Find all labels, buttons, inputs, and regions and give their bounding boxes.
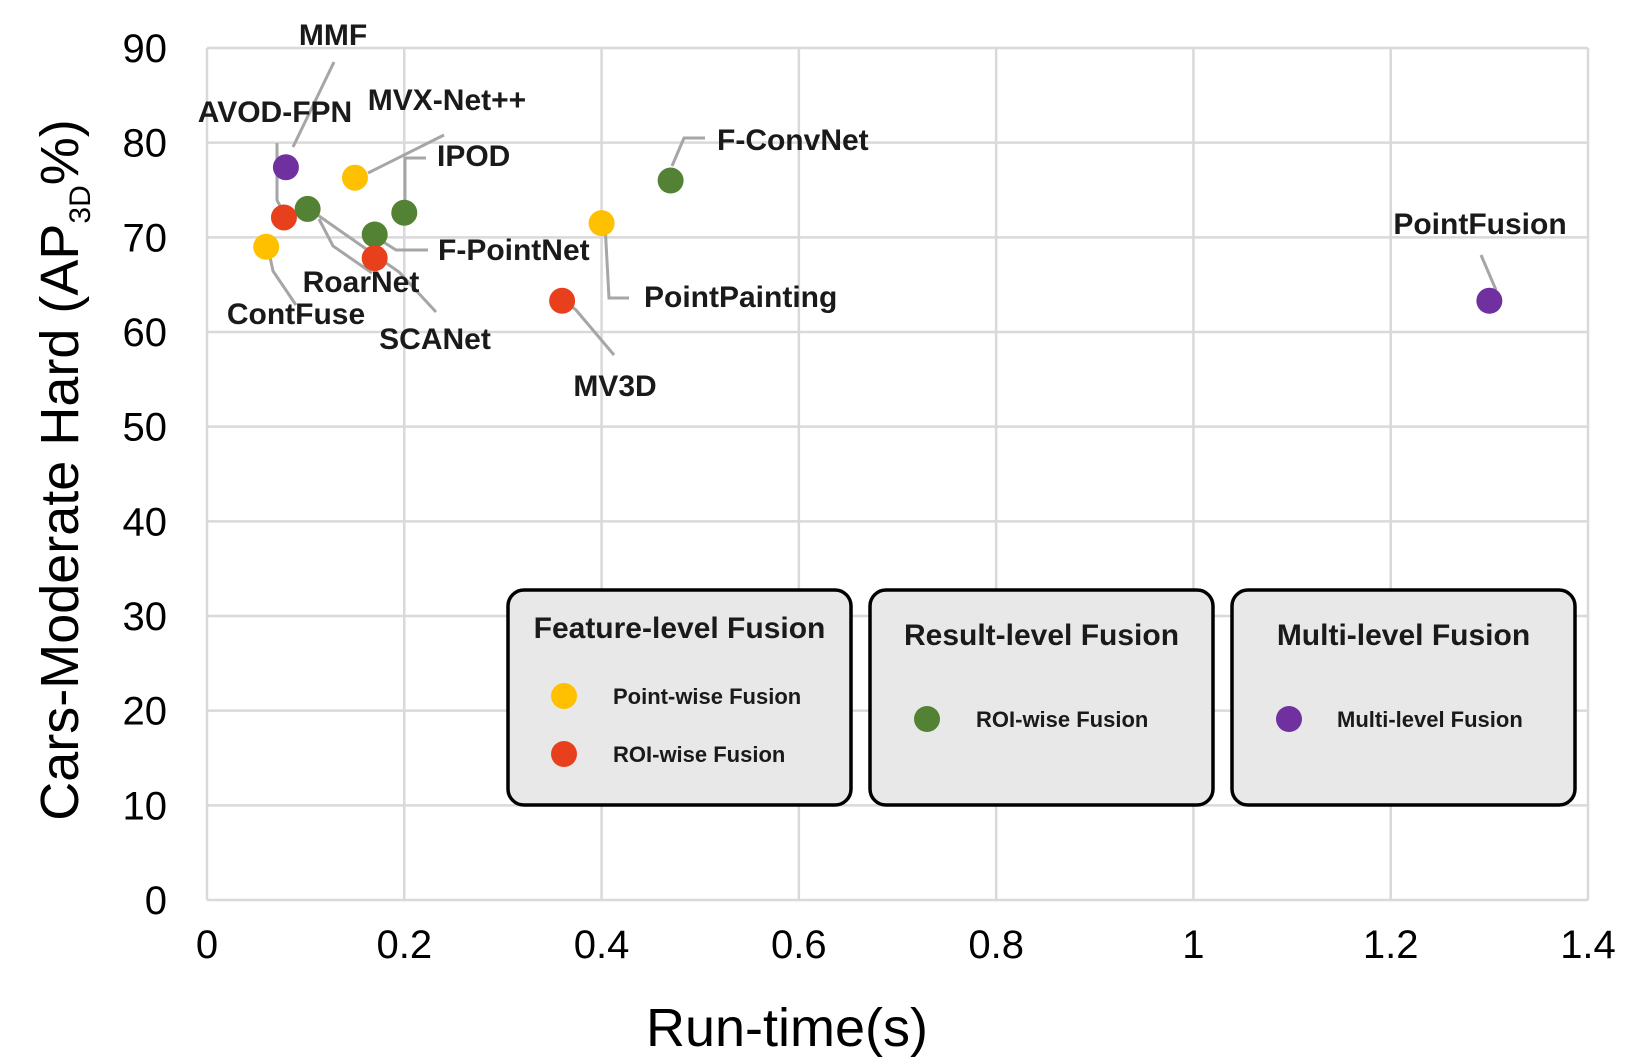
leader-line bbox=[603, 223, 629, 300]
data-point bbox=[253, 233, 280, 260]
point-label: MVX-Net++ bbox=[368, 84, 526, 117]
legend-box bbox=[1230, 588, 1577, 807]
point-label: F-ConvNet bbox=[717, 124, 869, 157]
x-axis-title: Run-time(s) bbox=[646, 998, 928, 1058]
y-axis-title: Cars-Moderate Hard (AP3D%) bbox=[30, 119, 97, 821]
x-tick-label: 0.2 bbox=[376, 923, 432, 967]
leader-line bbox=[1479, 254, 1498, 291]
x-tick-label: 0.6 bbox=[771, 923, 827, 967]
y-axis-title-main: Cars-Moderate Hard (AP bbox=[30, 224, 90, 821]
legend-item-label: Point-wise Fusion bbox=[613, 684, 801, 709]
y-tick-label: 60 bbox=[123, 311, 168, 355]
x-tick-label: 0.8 bbox=[968, 923, 1024, 967]
legend-item-label: ROI-wise Fusion bbox=[613, 742, 785, 767]
point-label: RoarNet bbox=[303, 266, 420, 299]
point-labels: MMF AVOD-FPN MVX-Net++ IPOD F-ConvNet F-Point… bbox=[198, 19, 1567, 403]
y-axis-title-subscript: 3D bbox=[64, 185, 97, 223]
leader-line bbox=[367, 133, 445, 175]
leader-line bbox=[565, 300, 616, 356]
legend-item-label: Multi-level Fusion bbox=[1337, 707, 1523, 732]
data-point bbox=[270, 204, 297, 231]
point-label: ContFuse bbox=[227, 298, 365, 331]
x-tick-label: 0 bbox=[196, 923, 218, 967]
y-tick-label: 40 bbox=[123, 500, 168, 544]
legend: Feature-level Fusion Point-wise Fusion ROI… bbox=[506, 588, 1577, 807]
point-label: PointPainting bbox=[644, 281, 837, 314]
y-tick-label: 30 bbox=[123, 595, 168, 639]
data-point bbox=[657, 167, 684, 194]
legend-marker bbox=[914, 706, 940, 732]
legend-marker bbox=[551, 741, 577, 767]
legend-box bbox=[868, 588, 1215, 807]
point-label: PointFusion bbox=[1393, 208, 1566, 241]
point-label: AVOD-FPN bbox=[198, 96, 352, 129]
data-point bbox=[272, 154, 299, 181]
x-tick-label: 1.2 bbox=[1363, 923, 1419, 967]
data-point bbox=[391, 199, 418, 226]
y-axis-title-suffix: %) bbox=[30, 119, 90, 185]
data-point bbox=[1476, 287, 1503, 314]
data-point bbox=[294, 195, 321, 222]
leader-line bbox=[317, 218, 373, 275]
legend-title: Multi-level Fusion bbox=[1277, 619, 1530, 652]
data-point bbox=[361, 245, 388, 272]
data-point bbox=[588, 210, 615, 237]
point-label: MMF bbox=[299, 19, 367, 52]
legend-group: Multi-level Fusion Multi-level Fusion bbox=[1230, 588, 1577, 807]
data-point bbox=[549, 287, 576, 314]
x-tick-label: 0.4 bbox=[574, 923, 630, 967]
legend-marker bbox=[551, 683, 577, 709]
y-tick-label: 10 bbox=[123, 784, 168, 828]
y-tick-label: 20 bbox=[123, 690, 168, 734]
x-axis-ticks: 0 0.2 0.4 0.6 0.8 1 1.2 1.4 bbox=[196, 923, 1616, 967]
y-tick-label: 90 bbox=[123, 27, 168, 71]
point-label: IPOD bbox=[437, 140, 510, 173]
data-point bbox=[361, 221, 388, 248]
data-point bbox=[341, 164, 368, 191]
grid bbox=[205, 46, 1590, 902]
point-label: F-PointNet bbox=[438, 234, 590, 267]
legend-box bbox=[506, 588, 853, 807]
x-tick-label: 1 bbox=[1182, 923, 1204, 967]
leader-line bbox=[670, 136, 705, 167]
point-label: SCANet bbox=[379, 323, 491, 356]
x-tick-label: 1.4 bbox=[1560, 923, 1616, 967]
point-label: MV3D bbox=[573, 370, 656, 403]
y-axis-ticks: 0 10 20 30 40 50 60 70 80 90 bbox=[123, 27, 168, 923]
legend-group: Feature-level Fusion Point-wise Fusion ROI… bbox=[506, 588, 853, 807]
legend-title: Feature-level Fusion bbox=[534, 612, 826, 645]
legend-marker bbox=[1276, 706, 1302, 732]
legend-group: Result-level Fusion ROI-wise Fusion bbox=[868, 588, 1215, 807]
y-tick-label: 70 bbox=[123, 216, 168, 260]
y-tick-label: 0 bbox=[145, 879, 167, 923]
leader-line bbox=[308, 207, 438, 314]
leader-line bbox=[403, 156, 426, 202]
data-points bbox=[253, 154, 1503, 314]
legend-title: Result-level Fusion bbox=[904, 619, 1179, 652]
y-tick-label: 50 bbox=[123, 406, 168, 450]
y-tick-label: 80 bbox=[123, 122, 168, 166]
legend-item-label: ROI-wise Fusion bbox=[976, 707, 1148, 732]
leader-line bbox=[291, 61, 336, 148]
